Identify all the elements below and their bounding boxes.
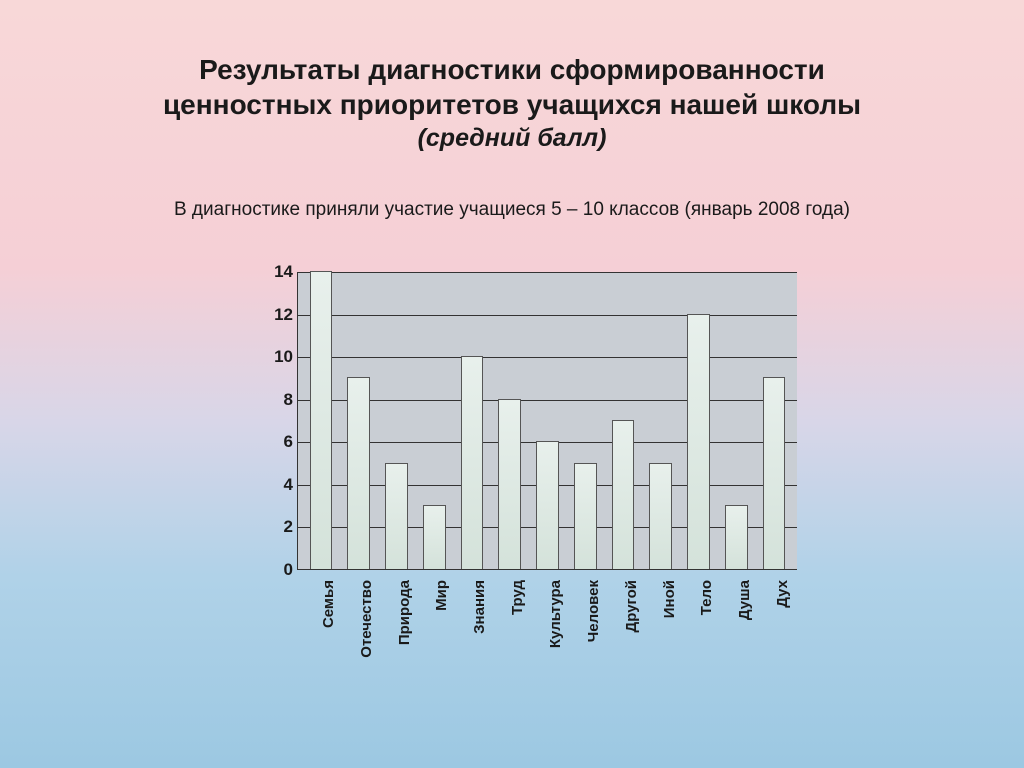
x-label-slot: Другой (604, 574, 642, 704)
x-tick-label: Душа (736, 580, 753, 620)
x-tick-label: Отечество (358, 580, 375, 658)
x-label-slot: Человек (566, 574, 604, 704)
y-tick-label: 2 (253, 517, 293, 537)
x-tick-label: Природа (396, 580, 413, 645)
bar (687, 314, 710, 569)
y-tick-label: 14 (253, 262, 293, 282)
x-label-slot: Знания (452, 574, 490, 704)
y-tick-label: 8 (253, 390, 293, 410)
bar-slot (642, 272, 680, 569)
x-tick-label: Другой (623, 580, 640, 632)
title-block: Результаты диагностики сформированности … (0, 0, 1024, 153)
x-tick-label: Культура (547, 580, 564, 648)
x-tick-label: Труд (509, 580, 526, 615)
x-label-slot: Мир (415, 574, 453, 704)
x-label-slot: Семья (301, 574, 339, 704)
description-text: В диагностике приняли участие учащиеся 5… (0, 199, 1024, 221)
title-line-1: Результаты диагностики сформированности (0, 52, 1024, 87)
x-label-slot: Тело (679, 574, 717, 704)
bar-slot (680, 272, 718, 569)
plot-area (297, 272, 797, 570)
bar-slot (453, 272, 491, 569)
bar (461, 356, 484, 569)
y-tick-label: 12 (253, 305, 293, 325)
bar (498, 399, 521, 569)
bars-container (298, 272, 797, 569)
x-label-slot: Труд (490, 574, 528, 704)
bar (763, 377, 786, 569)
x-tick-label: Дух (774, 580, 791, 608)
bar-slot (604, 272, 642, 569)
bar (649, 463, 672, 569)
bar (574, 463, 597, 569)
bar (310, 271, 333, 569)
y-tick-label: 0 (253, 560, 293, 580)
bar (536, 441, 559, 569)
x-tick-label: Знания (471, 580, 488, 634)
bar-slot (755, 272, 793, 569)
bar-chart: 02468101214 СемьяОтечествоПриродаМирЗнан… (245, 272, 805, 692)
x-label-slot: Душа (717, 574, 755, 704)
x-tick-label: Семья (320, 580, 337, 628)
bar (423, 505, 446, 569)
bar (385, 463, 408, 569)
bar-slot (717, 272, 755, 569)
bar (347, 377, 370, 569)
x-label-slot: Отечество (339, 574, 377, 704)
x-label-slot: Культура (528, 574, 566, 704)
x-tick-label: Тело (698, 580, 715, 615)
x-tick-label: Иной (661, 580, 678, 618)
bar-slot (566, 272, 604, 569)
subtitle: (средний балл) (0, 124, 1024, 153)
title-line-2: ценностных приоритетов учащихся нашей шк… (0, 87, 1024, 122)
y-tick-label: 4 (253, 475, 293, 495)
x-axis-labels: Семья Отечество Природа Мир Знания Труд Культу… (297, 574, 797, 704)
bar (612, 420, 635, 569)
bar (725, 505, 748, 569)
bar-slot (529, 272, 567, 569)
y-tick-label: 6 (253, 432, 293, 452)
bar-slot (340, 272, 378, 569)
y-tick-label: 10 (253, 347, 293, 367)
x-tick-label: Человек (585, 580, 602, 642)
x-label-slot: Дух (755, 574, 793, 704)
x-tick-label: Мир (433, 580, 450, 611)
bar-slot (415, 272, 453, 569)
bar-slot (491, 272, 529, 569)
bar-slot (302, 272, 340, 569)
bar-slot (378, 272, 416, 569)
x-label-slot: Иной (642, 574, 680, 704)
x-label-slot: Природа (377, 574, 415, 704)
